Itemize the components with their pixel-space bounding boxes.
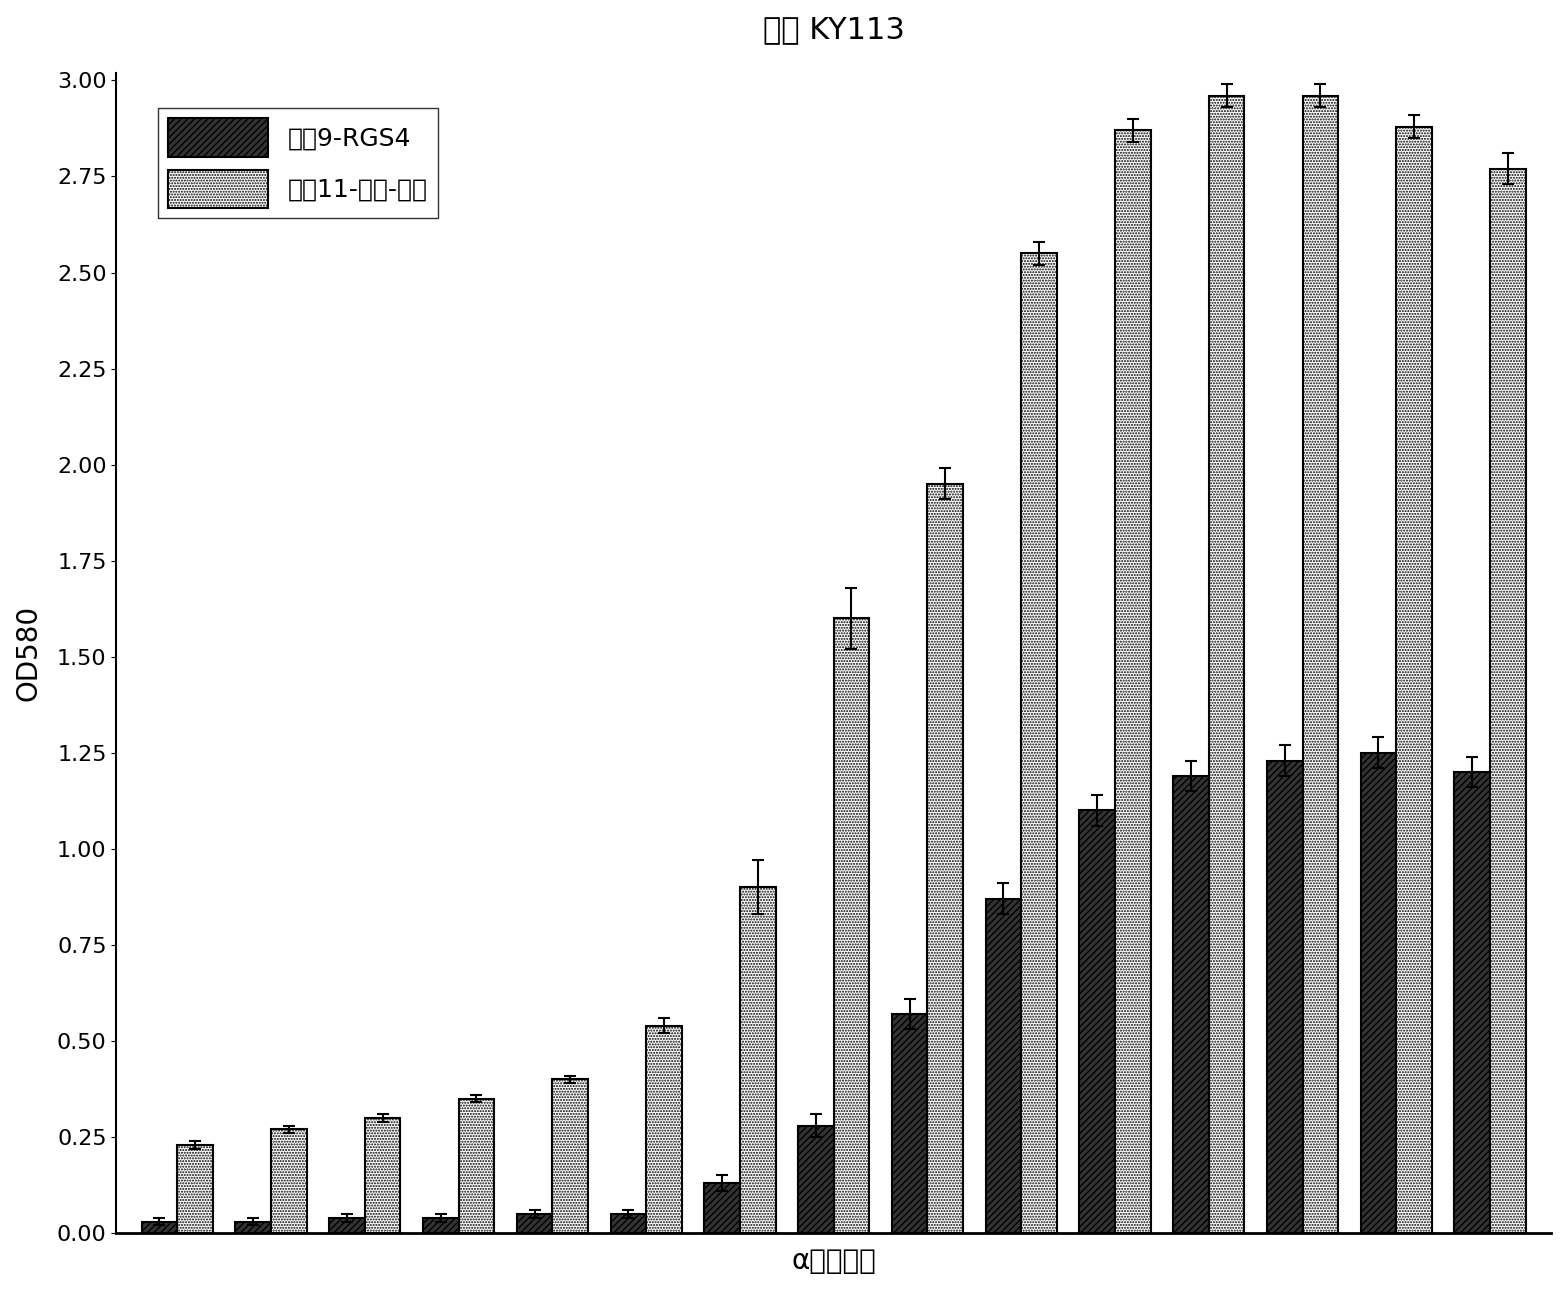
Bar (833, 618, 869, 1233)
Bar (647, 1026, 681, 1233)
Bar (611, 1214, 647, 1233)
Bar (329, 1218, 365, 1233)
Bar (1021, 253, 1057, 1233)
Bar (553, 1080, 587, 1233)
Bar (1115, 130, 1151, 1233)
Bar (1361, 753, 1397, 1233)
Y-axis label: OD580: OD580 (16, 605, 42, 700)
Bar (891, 1014, 927, 1233)
Bar (271, 1129, 307, 1233)
X-axis label: α因子浓度: α因子浓度 (791, 1247, 875, 1275)
Bar (459, 1099, 495, 1233)
Bar (141, 1222, 177, 1233)
Bar (517, 1214, 553, 1233)
Bar (1455, 771, 1491, 1233)
Bar (177, 1144, 213, 1233)
Bar (927, 484, 963, 1233)
Bar (739, 888, 775, 1233)
Bar (1079, 810, 1115, 1233)
Bar (799, 1126, 833, 1233)
Title: 基于 KY113: 基于 KY113 (763, 15, 905, 44)
Bar (235, 1222, 271, 1233)
Bar (1491, 169, 1525, 1233)
Bar (985, 899, 1021, 1233)
Bar (365, 1118, 401, 1233)
Bar (705, 1183, 739, 1233)
Bar (423, 1218, 459, 1233)
Bar (1397, 126, 1431, 1233)
Bar (1209, 95, 1245, 1233)
Bar (1303, 95, 1339, 1233)
Bar (1173, 775, 1209, 1233)
Legend: 株系9-RGS4, 株系11-载体-对照: 株系9-RGS4, 株系11-载体-对照 (158, 108, 437, 218)
Bar (1267, 761, 1303, 1233)
